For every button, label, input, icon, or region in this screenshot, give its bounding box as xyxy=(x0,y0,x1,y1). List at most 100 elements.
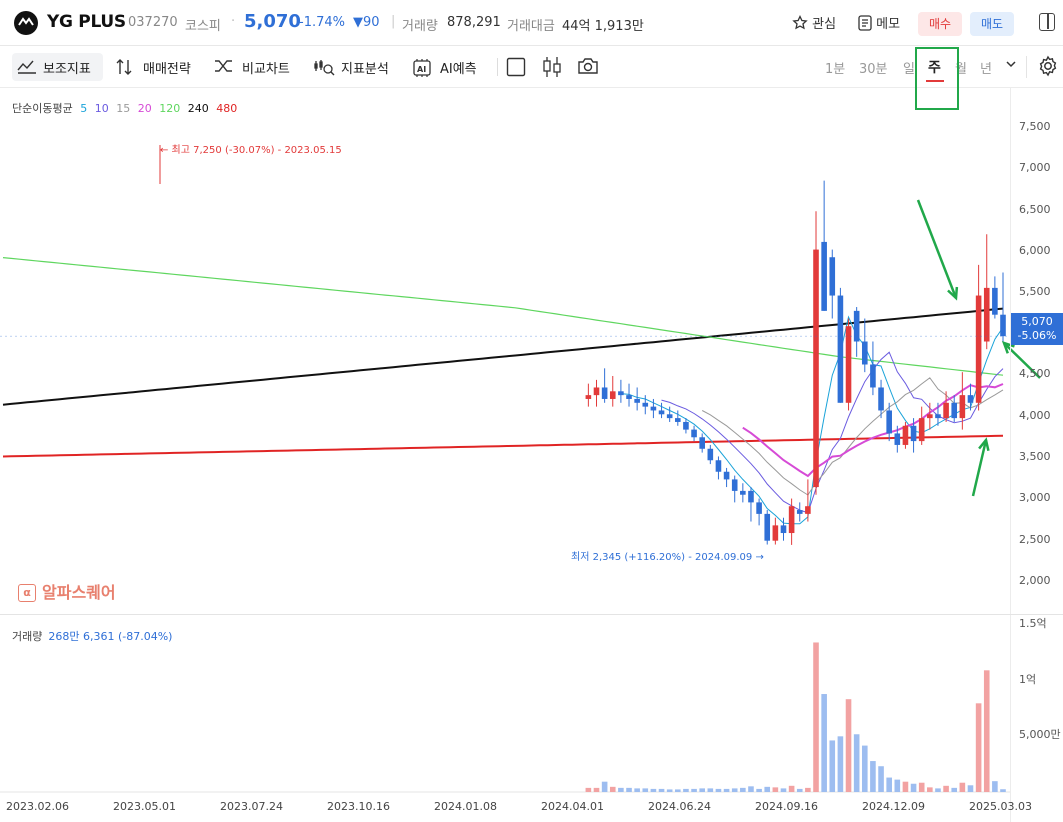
ai-predict-button[interactable]: AI예측 xyxy=(440,62,477,77)
ma-legend: 단순이동평균 5 10 15 20 120 240 480 xyxy=(12,100,241,116)
ma-20-label: 20 xyxy=(137,102,152,115)
stock-header: YG PLUS 037270 코스피 · 5,070 -1.74% ▼90 | … xyxy=(0,0,1063,46)
date-tick: 2024.06.24 xyxy=(648,800,711,813)
period-30min[interactable]: 30분 xyxy=(859,62,888,77)
candle-body xyxy=(951,402,958,419)
price-tick: 5,500 xyxy=(1019,285,1051,298)
yg-logo-icon xyxy=(14,11,38,35)
candle-body xyxy=(813,249,819,488)
price-axis-divider xyxy=(1010,88,1011,822)
candle-body xyxy=(853,310,860,342)
volume-legend: 거래량 268만 6,361 (-87.04%) xyxy=(12,628,172,644)
volume-bar xyxy=(585,787,592,792)
price-chart[interactable] xyxy=(0,88,1063,822)
amount-label: 거래대금 xyxy=(507,19,555,34)
candle-body xyxy=(878,387,884,411)
price-tick: 6,000 xyxy=(1019,244,1051,257)
candle-body xyxy=(707,448,714,461)
candle-body xyxy=(715,460,722,472)
ma-legend-title: 단순이동평균 xyxy=(12,102,73,115)
candle-body xyxy=(666,414,673,419)
buy-button[interactable]: 매수 xyxy=(918,12,962,36)
green-arrow-to-ma240-head xyxy=(947,286,959,301)
volume-bar xyxy=(861,745,868,792)
volume-bar xyxy=(992,781,998,792)
strategy-button[interactable]: 매매전략 xyxy=(143,62,191,77)
memo-button[interactable]: 메모 xyxy=(858,13,900,32)
period-day[interactable]: 일 xyxy=(903,62,915,77)
analysis-button[interactable]: 지표분석 xyxy=(341,62,389,77)
volume-bar xyxy=(650,788,657,792)
volume-bar xyxy=(886,777,892,792)
compare-button[interactable]: 비교차트 xyxy=(242,62,290,77)
sell-button[interactable]: 매도 xyxy=(970,12,1014,36)
volume-bar xyxy=(723,788,730,792)
candle-body xyxy=(967,395,974,403)
camera-icon[interactable] xyxy=(577,57,599,75)
chevron-down-icon[interactable] xyxy=(1005,59,1017,69)
candle-body xyxy=(699,437,705,449)
alpha-logo-icon: α xyxy=(18,584,36,602)
change-percent: -1.74% xyxy=(299,15,345,30)
strategy-icon xyxy=(116,59,132,75)
ai-chip-icon: AI xyxy=(413,59,431,77)
price-tick: 6,500 xyxy=(1019,203,1051,216)
candle-body xyxy=(601,387,608,399)
volume-bar xyxy=(707,788,714,792)
period-active-underline xyxy=(926,80,944,82)
date-tick: 2024.04.01 xyxy=(541,800,604,813)
price-tick: 2,500 xyxy=(1019,533,1051,546)
candle-body xyxy=(894,433,901,445)
volume-bar xyxy=(870,761,876,792)
volume-bar xyxy=(837,736,844,792)
volume-bar xyxy=(715,788,722,792)
volume-bar xyxy=(788,785,795,792)
candle-body xyxy=(935,414,941,419)
stock-code: 037270 xyxy=(128,15,178,30)
period-month[interactable]: 월 xyxy=(955,62,967,77)
volume-legend-value: 268만 6,361 (-87.04%) xyxy=(48,630,173,643)
volume-bar xyxy=(910,783,917,792)
price-tick: 3,000 xyxy=(1019,491,1051,504)
volume-pane-divider xyxy=(0,614,1063,615)
volume-bar xyxy=(772,787,779,792)
green-arrow-to-ma480 xyxy=(971,439,988,497)
date-tick: 2023.10.16 xyxy=(327,800,390,813)
volume-bar xyxy=(764,786,771,792)
candle-body xyxy=(691,429,697,438)
period-year[interactable]: 년 xyxy=(980,62,992,77)
candle-body xyxy=(626,395,632,399)
ma-10-label: 10 xyxy=(94,102,109,115)
header-dot: · xyxy=(231,14,236,29)
square-tool-icon[interactable] xyxy=(506,57,526,77)
watch-button[interactable]: 관심 xyxy=(792,13,836,32)
indicators-button[interactable]: 보조지표 xyxy=(43,62,91,77)
volume-bar xyxy=(683,788,689,792)
candle-tool-icon[interactable] xyxy=(542,56,562,78)
volume-bar xyxy=(959,782,966,792)
candle-body xyxy=(821,241,827,311)
candle-body xyxy=(918,418,925,442)
market-label: 코스피 xyxy=(185,19,221,34)
volume-tick: 1억 xyxy=(1019,673,1037,686)
candle-body xyxy=(837,295,844,403)
side-panel-icon[interactable] xyxy=(1039,13,1055,31)
volume-bar xyxy=(878,766,884,792)
analysis-icon xyxy=(314,60,335,76)
volume-bar xyxy=(951,787,958,792)
star-icon xyxy=(792,14,808,30)
volume-bar xyxy=(853,734,860,792)
period-1min[interactable]: 1분 xyxy=(825,62,846,77)
date-tick: 2023.02.06 xyxy=(6,800,69,813)
volume-bar xyxy=(675,789,681,792)
price-tick: 7,000 xyxy=(1019,161,1051,174)
candle-body xyxy=(658,410,665,415)
toolbar-divider-right xyxy=(1026,56,1027,78)
candle-body xyxy=(593,387,600,396)
period-week[interactable]: 주 xyxy=(928,60,941,76)
watch-label: 관심 xyxy=(812,17,837,32)
ma-20-line xyxy=(742,383,1004,478)
candle-body xyxy=(927,414,933,419)
gear-icon[interactable] xyxy=(1037,55,1059,77)
green-arrow-to-ma480-head xyxy=(978,437,990,452)
